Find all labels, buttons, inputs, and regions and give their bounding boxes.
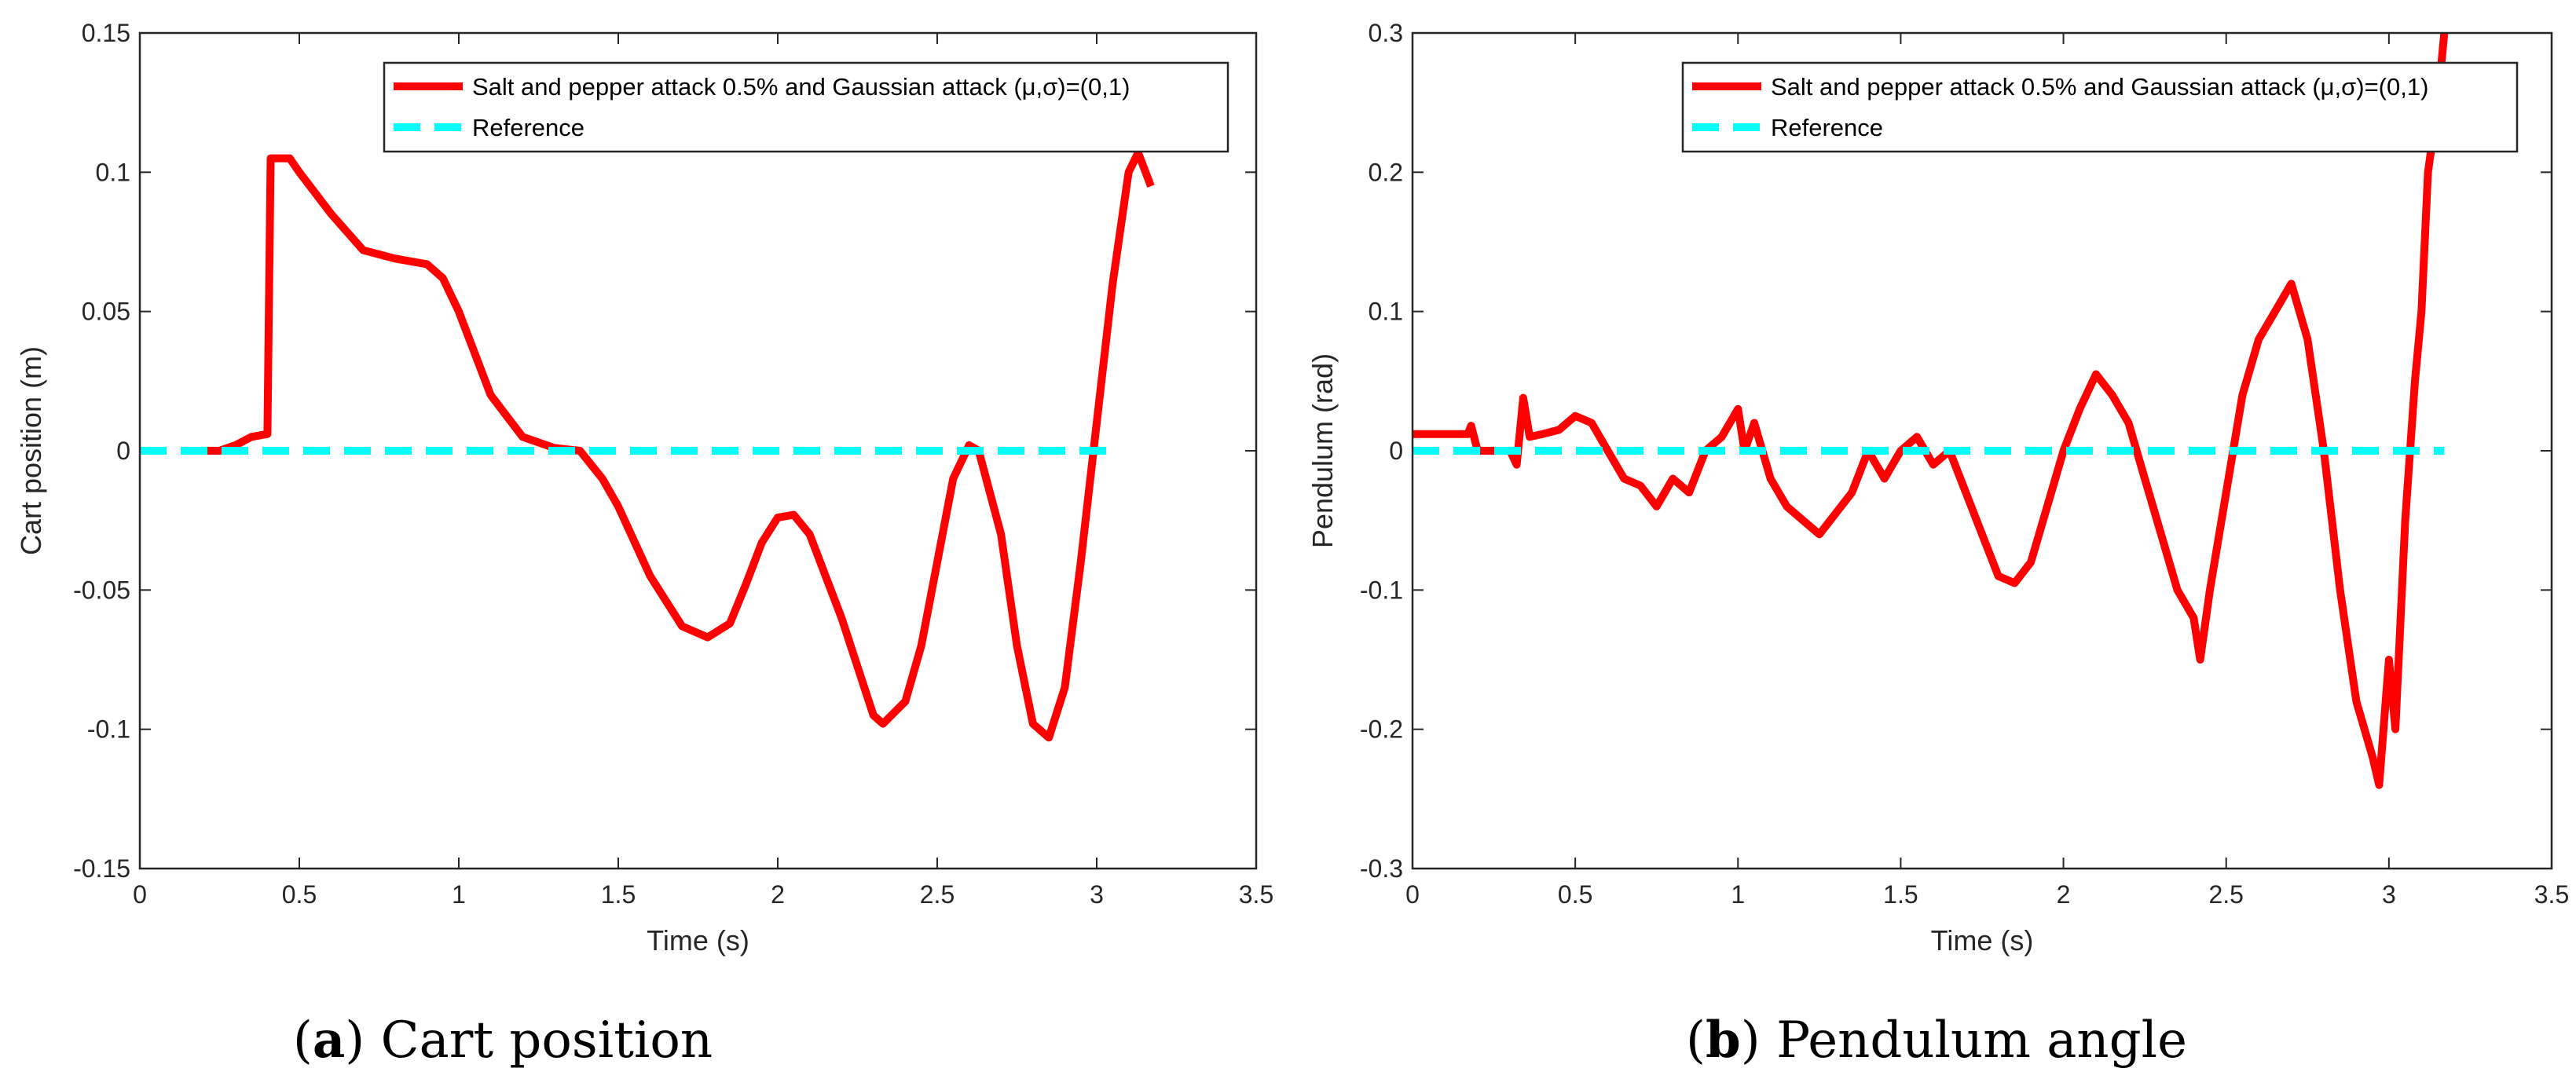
x-tick-label: 0.5 — [1558, 880, 1592, 909]
y-tick-label: -0.3 — [1360, 854, 1403, 883]
y-tick-label: -0.2 — [1360, 715, 1403, 744]
x-tick-label: 0 — [133, 880, 147, 909]
series-line — [1413, 33, 2449, 789]
x-tick-label: 2 — [771, 880, 785, 909]
y-tick-label: 0.1 — [96, 158, 130, 186]
x-tick-label: 3.5 — [2534, 880, 2569, 909]
x-tick-label: 3.5 — [1239, 880, 1273, 909]
caption: (a) Cart position — [293, 1011, 713, 1070]
x-tick-label: 3 — [1090, 880, 1104, 909]
legend-box — [1681, 61, 2519, 153]
series-group — [1413, 33, 2449, 789]
y-axis-label: Cart position (m) — [15, 346, 47, 555]
series-line — [181, 148, 1155, 742]
x-tick-label: 2 — [2057, 880, 2071, 909]
y-tick-label: 0.05 — [82, 298, 130, 326]
y-tick-label: -0.15 — [73, 854, 130, 883]
y-tick-label: 0.2 — [1369, 158, 1403, 186]
series-group — [140, 148, 1155, 742]
x-axis-label: Time (s) — [1931, 924, 2034, 956]
legend-label: Salt and pepper attack 0.5% and Gaussian… — [472, 73, 1130, 101]
caption-part: b — [1706, 1011, 1741, 1070]
caption-part: a — [313, 1011, 345, 1070]
x-tick-label: 2.5 — [920, 880, 955, 909]
y-tick-label: 0.3 — [1369, 19, 1403, 47]
x-tick-label: 3 — [2382, 880, 2396, 909]
x-tick-label: 1.5 — [601, 880, 636, 909]
legend-label: Reference — [1771, 114, 1883, 141]
y-tick-label: -0.1 — [1360, 576, 1403, 604]
y-tick-label: 0 — [1389, 437, 1403, 465]
x-axis-label: Time (s) — [647, 924, 749, 956]
y-axis-label: Pendulum (rad) — [1306, 353, 1339, 548]
caption: (b) Pendulum angle — [1686, 1011, 2187, 1070]
x-tick-label: 1.5 — [1883, 880, 1918, 909]
caption-part: ( — [293, 1011, 313, 1070]
axes-box — [138, 31, 1258, 870]
y-tick-label: -0.05 — [73, 576, 130, 604]
y-tick-label: 0.1 — [1369, 298, 1403, 326]
y-tick-label: 0.15 — [82, 19, 130, 47]
x-tick-label: 0 — [1405, 880, 1420, 909]
x-tick-label: 1 — [1731, 880, 1745, 909]
legend-box — [383, 61, 1229, 153]
x-tick-label: 1 — [452, 880, 466, 909]
caption-part: ) Cart position — [345, 1011, 713, 1070]
y-tick-label: -0.1 — [87, 715, 130, 744]
y-tick-label: 0 — [116, 437, 130, 465]
caption-part: ) Pendulum angle — [1741, 1011, 2187, 1070]
legend-label: Reference — [472, 114, 584, 141]
caption-part: ( — [1686, 1011, 1706, 1070]
x-tick-label: 2.5 — [2208, 880, 2243, 909]
legend-label: Salt and pepper attack 0.5% and Gaussian… — [1771, 73, 2428, 101]
axes-box — [1411, 31, 2553, 870]
x-tick-label: 0.5 — [282, 880, 317, 909]
